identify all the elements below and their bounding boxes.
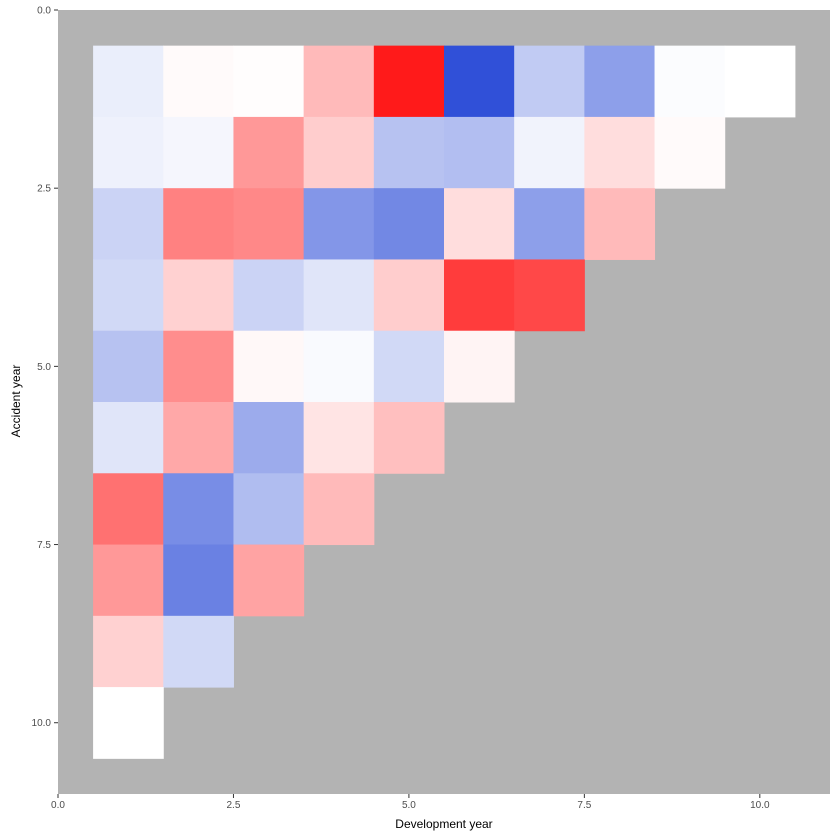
x-tick-label: 10.0 (750, 800, 770, 811)
y-tick-label: 2.5 (37, 184, 51, 195)
tile-ay5-dev5 (373, 330, 445, 403)
tile-ay1-dev2 (163, 45, 234, 118)
tile-ay6-dev5 (373, 402, 445, 474)
tile-ay4-dev7 (514, 259, 585, 332)
tile-ay8-dev1 (93, 544, 164, 617)
tile-ay3-dev1 (93, 188, 164, 260)
tile-ay3-dev5 (373, 188, 445, 260)
tile-ay2-dev7 (514, 116, 585, 189)
tile-ay5-dev4 (303, 330, 375, 403)
tile-ay3-dev8 (584, 188, 656, 260)
tile-ay6-dev1 (93, 402, 164, 474)
tile-ay1-dev9 (654, 45, 726, 118)
x-axis-title: Development year (395, 817, 492, 831)
tile-ay1-dev8 (584, 45, 656, 118)
x-tick-label: 5.0 (402, 800, 416, 811)
tile-ay3-dev2 (163, 188, 234, 260)
tile-ay3-dev6 (444, 188, 515, 260)
tile-ay7-dev3 (233, 473, 305, 546)
tile-ay8-dev3 (233, 544, 305, 617)
y-axis: 0.0 2.5 5.0 7.5 10.0 (32, 6, 58, 729)
tile-ay6-dev2 (163, 402, 234, 474)
y-tick-label: 5.0 (37, 362, 51, 373)
x-tick-label: 2.5 (227, 800, 241, 811)
tile-ay2-dev3 (233, 116, 305, 189)
tile-ay2-dev2 (163, 116, 234, 189)
tile-ay1-dev6 (444, 45, 515, 118)
tile-ay5-dev6 (444, 330, 515, 403)
tile-ay3-dev4 (303, 188, 375, 260)
tile-ay1-dev4 (303, 45, 375, 118)
x-tick-label: 7.5 (577, 800, 591, 811)
tile-ay4-dev1 (93, 259, 164, 332)
tile-ay3-dev3 (233, 188, 305, 260)
tile-ay1-dev1 (93, 45, 164, 118)
tile-ay2-dev1 (93, 116, 164, 189)
tile-ay4-dev5 (373, 259, 445, 332)
tile-ay1-dev7 (514, 45, 585, 118)
y-tick-label: 0.0 (37, 6, 51, 17)
tile-ay5-dev1 (93, 330, 164, 403)
y-tick-label: 7.5 (37, 540, 51, 551)
y-tick-label: 10.0 (32, 718, 52, 729)
tile-ay7-dev2 (163, 473, 234, 546)
tile-ay2-dev6 (444, 116, 515, 189)
tile-ay5-dev2 (163, 330, 234, 403)
tile-ay4-dev3 (233, 259, 305, 332)
tile-ay2-dev5 (373, 116, 445, 189)
tile-ay1-dev5 (373, 45, 445, 118)
tile-ay6-dev4 (303, 402, 375, 474)
tile-ay10-dev1 (93, 687, 164, 759)
tile-ay1-dev10 (724, 45, 796, 118)
tiles-layer (93, 45, 796, 759)
tile-ay4-dev6 (444, 259, 515, 332)
tile-ay2-dev8 (584, 116, 656, 189)
tile-ay4-dev2 (163, 259, 234, 332)
y-axis-title: Accident year (9, 365, 23, 438)
tile-ay5-dev3 (233, 330, 305, 403)
tile-ay7-dev1 (93, 473, 164, 546)
tile-ay9-dev2 (163, 615, 234, 688)
tile-ay2-dev9 (654, 116, 726, 189)
x-axis: 0.0 2.5 5.0 7.5 10.0 (51, 794, 770, 811)
tile-ay4-dev4 (303, 259, 375, 332)
x-tick-label: 0.0 (51, 800, 65, 811)
tile-ay3-dev7 (514, 188, 585, 260)
tile-ay8-dev2 (163, 544, 234, 617)
tile-ay6-dev3 (233, 402, 305, 474)
tile-ay7-dev4 (303, 473, 375, 546)
tile-ay2-dev4 (303, 116, 375, 189)
tile-ay9-dev1 (93, 615, 164, 688)
tile-ay1-dev3 (233, 45, 305, 118)
